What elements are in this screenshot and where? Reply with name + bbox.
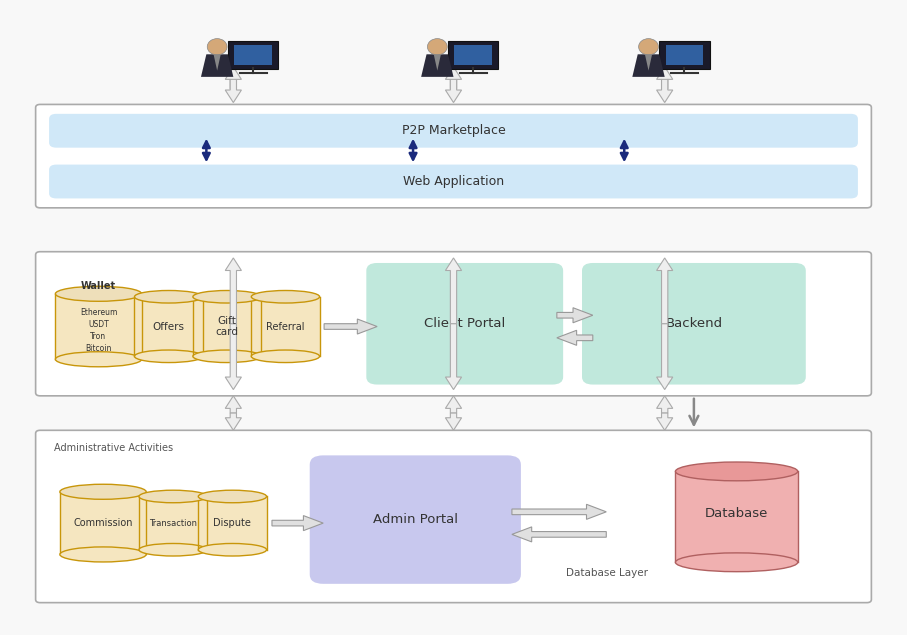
Polygon shape	[445, 396, 462, 413]
Text: Dispute: Dispute	[213, 518, 251, 528]
FancyBboxPatch shape	[309, 455, 521, 584]
Text: Bitcoin: Bitcoin	[85, 344, 112, 353]
FancyBboxPatch shape	[35, 431, 872, 603]
Ellipse shape	[139, 544, 208, 556]
Ellipse shape	[676, 462, 797, 481]
Bar	[199, 497, 267, 550]
Text: Offers: Offers	[152, 321, 185, 331]
Polygon shape	[657, 413, 673, 431]
Bar	[251, 297, 319, 356]
Polygon shape	[225, 413, 241, 431]
FancyBboxPatch shape	[582, 263, 805, 385]
Text: Database Layer: Database Layer	[566, 568, 648, 578]
Text: Admin Portal: Admin Portal	[373, 513, 458, 526]
Polygon shape	[557, 330, 593, 345]
Text: Database: Database	[705, 507, 768, 520]
Polygon shape	[445, 413, 462, 431]
Ellipse shape	[193, 350, 261, 363]
Text: USDT: USDT	[88, 320, 109, 329]
Polygon shape	[657, 258, 673, 324]
FancyBboxPatch shape	[49, 164, 858, 198]
Ellipse shape	[639, 39, 658, 55]
Text: Web Application: Web Application	[403, 175, 504, 188]
Polygon shape	[421, 55, 454, 77]
FancyBboxPatch shape	[448, 41, 499, 69]
Text: Referral: Referral	[266, 321, 305, 331]
FancyBboxPatch shape	[228, 41, 278, 69]
Polygon shape	[645, 55, 652, 70]
Text: Client Portal: Client Portal	[424, 318, 505, 330]
Text: Backend: Backend	[666, 318, 723, 330]
Ellipse shape	[208, 39, 227, 55]
FancyBboxPatch shape	[366, 263, 563, 385]
Bar	[55, 294, 141, 359]
Polygon shape	[272, 516, 323, 531]
Bar	[139, 497, 208, 550]
Ellipse shape	[251, 350, 319, 363]
Polygon shape	[657, 79, 673, 103]
Text: Gift
card: Gift card	[216, 316, 239, 337]
Polygon shape	[225, 258, 241, 324]
Polygon shape	[657, 396, 673, 413]
Ellipse shape	[55, 286, 141, 301]
Ellipse shape	[134, 350, 203, 363]
Ellipse shape	[60, 547, 146, 562]
Text: Administrative Activities: Administrative Activities	[54, 443, 172, 453]
Polygon shape	[324, 319, 377, 334]
Ellipse shape	[139, 490, 208, 503]
Polygon shape	[225, 79, 241, 103]
Ellipse shape	[199, 490, 267, 503]
Polygon shape	[657, 324, 673, 389]
FancyBboxPatch shape	[35, 251, 872, 396]
Text: P2P Marketplace: P2P Marketplace	[402, 124, 505, 137]
Ellipse shape	[427, 39, 447, 55]
Ellipse shape	[60, 485, 146, 499]
Text: Ethereum: Ethereum	[80, 308, 117, 318]
FancyBboxPatch shape	[666, 45, 703, 65]
Polygon shape	[225, 396, 241, 413]
Polygon shape	[445, 258, 462, 324]
FancyBboxPatch shape	[234, 45, 272, 65]
Ellipse shape	[676, 553, 797, 572]
Polygon shape	[201, 55, 233, 77]
Text: Commission: Commission	[73, 518, 132, 528]
Polygon shape	[657, 67, 673, 89]
Polygon shape	[445, 324, 462, 389]
FancyBboxPatch shape	[35, 104, 872, 208]
Ellipse shape	[55, 352, 141, 367]
Bar	[676, 471, 797, 562]
Text: Tron: Tron	[91, 332, 107, 341]
FancyBboxPatch shape	[659, 41, 709, 69]
Ellipse shape	[134, 290, 203, 303]
Polygon shape	[225, 324, 241, 389]
Polygon shape	[445, 79, 462, 103]
Polygon shape	[512, 504, 606, 519]
Ellipse shape	[251, 290, 319, 303]
Ellipse shape	[193, 290, 261, 303]
Bar	[134, 297, 203, 356]
Polygon shape	[557, 308, 593, 323]
Polygon shape	[445, 67, 462, 89]
Bar	[60, 491, 146, 554]
Polygon shape	[632, 55, 665, 77]
Polygon shape	[512, 527, 606, 542]
Bar	[193, 297, 261, 356]
FancyBboxPatch shape	[454, 45, 493, 65]
FancyBboxPatch shape	[49, 114, 858, 148]
Text: Transaction: Transaction	[149, 519, 197, 528]
Text: Wallet: Wallet	[81, 281, 116, 291]
Polygon shape	[213, 55, 220, 70]
Ellipse shape	[199, 544, 267, 556]
Polygon shape	[434, 55, 441, 70]
Polygon shape	[225, 67, 241, 89]
